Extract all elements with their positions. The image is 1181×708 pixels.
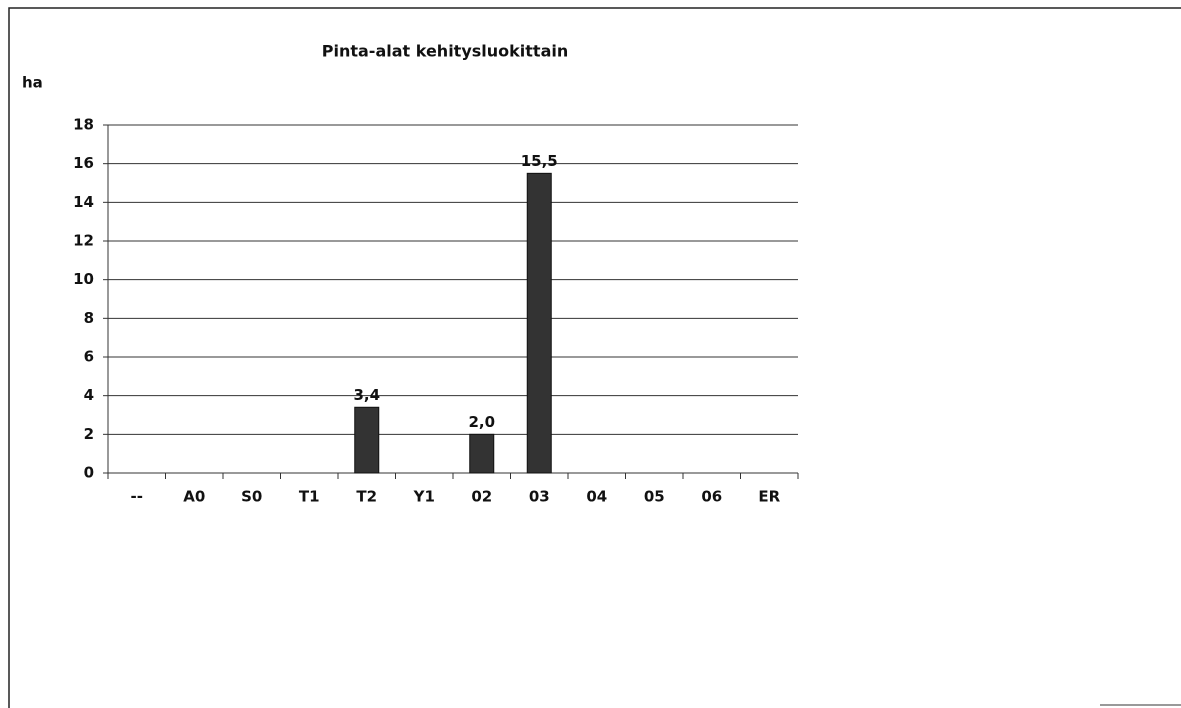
y-tick-label: 6	[84, 348, 94, 366]
value-label: 3,4	[353, 386, 380, 404]
x-tick-label: 05	[644, 488, 665, 506]
y-tick-label: 16	[73, 154, 94, 172]
x-tick-label: 06	[701, 488, 722, 506]
y-tick-label: 8	[84, 309, 94, 327]
x-tick-label: A0	[183, 488, 205, 506]
x-tick-label: 04	[586, 488, 607, 506]
bar	[354, 406, 380, 474]
x-tick-label: --	[131, 488, 143, 506]
x-tick-label: 02	[471, 488, 492, 506]
x-tick-label: S0	[241, 488, 262, 506]
x-tick-label: ER	[758, 488, 780, 506]
x-tick-label: T1	[299, 488, 320, 506]
y-tick-label: 2	[84, 425, 94, 443]
y-tick-label: 4	[84, 386, 94, 404]
bar	[469, 433, 495, 474]
x-tick-label: Y1	[413, 488, 435, 506]
y-axis-label: ha	[22, 74, 43, 92]
bar	[526, 172, 552, 474]
x-tick-label: 03	[529, 488, 550, 506]
value-label: 2,0	[468, 413, 495, 431]
x-tick-label: T2	[356, 488, 377, 506]
y-tick-label: 14	[73, 193, 94, 211]
y-tick-label: 0	[84, 464, 94, 482]
y-tick-label: 12	[73, 232, 94, 250]
chart-title: Pinta-alat kehitysluokittain	[322, 42, 568, 61]
frame	[8, 7, 1181, 708]
y-tick-label: 18	[73, 116, 94, 134]
y-tick-label: 10	[73, 270, 94, 288]
value-label: 15,5	[521, 152, 558, 170]
